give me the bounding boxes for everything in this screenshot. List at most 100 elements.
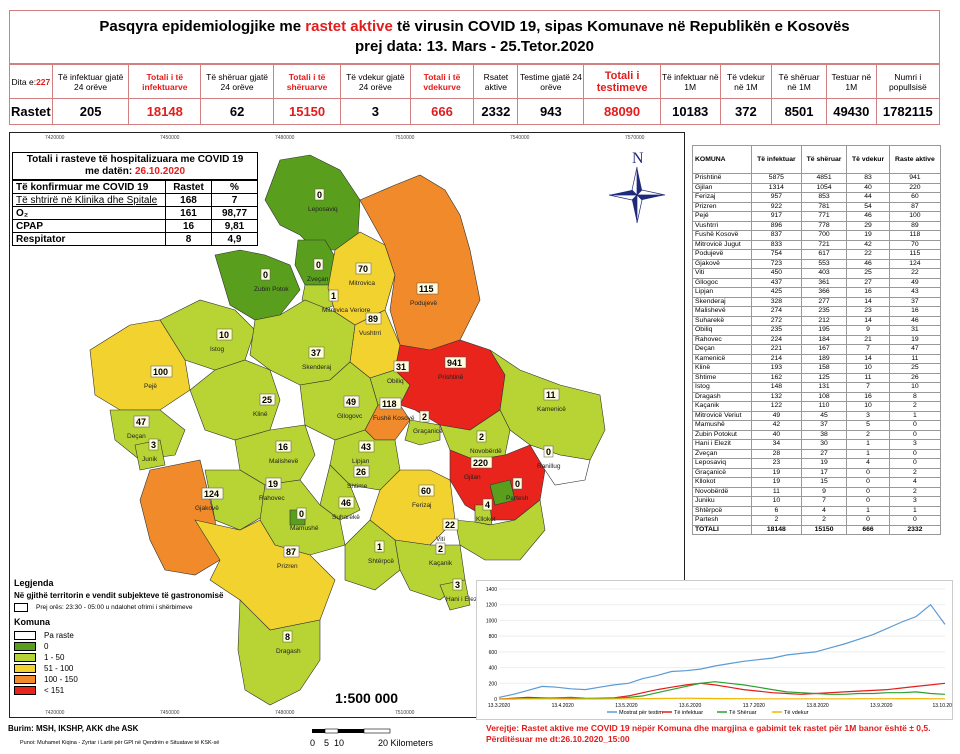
map-value-box xyxy=(282,630,293,643)
municipality-istog xyxy=(159,299,256,371)
y-tick-label: 400 xyxy=(489,666,498,672)
map-value: 87 xyxy=(286,547,296,557)
map-value: 19 xyxy=(268,479,278,489)
map-value-box xyxy=(313,258,324,271)
map-value-box xyxy=(150,365,173,378)
table-row: Gjakovë 723 553 46 124 xyxy=(692,258,942,269)
map-municipality-name: Partesh xyxy=(506,495,529,502)
legend-item: 0 xyxy=(14,641,254,652)
map-value: 220 xyxy=(473,458,488,468)
map-value: 124 xyxy=(204,489,219,499)
hosp-row: Respitator 8 4,9 xyxy=(12,232,258,246)
stat-value: 15150 xyxy=(273,98,342,125)
map-value-box xyxy=(328,289,339,302)
map-value-box xyxy=(216,328,233,341)
x-tick-label: 13.5.2020 xyxy=(615,703,637,709)
map-municipality-name: Mitrovica xyxy=(349,280,375,287)
map-municipality-name: Ferizaj xyxy=(412,502,432,509)
grid-tick: 7420000 xyxy=(45,710,65,716)
table-header: KOMUNA Të infektuar Të shëruar Të vdekur Ras… xyxy=(692,145,942,174)
table-row: Hani i Elezit 34 30 1 3 xyxy=(692,439,942,450)
grid-tick: 7570000 xyxy=(625,135,645,141)
municipality-gracanice xyxy=(404,419,441,446)
stat-header: Të infektuar gjatë 24 orëve xyxy=(51,64,130,99)
map-value-box xyxy=(275,440,292,453)
municipality-table: KOMUNA Të infektuar Të shëruar Të vdekur Ras… xyxy=(692,145,942,535)
map-value: 0 xyxy=(515,479,520,489)
stat-value: 943 xyxy=(517,98,585,125)
report-header: Pasqyra epidemiologjike me rastet aktive… xyxy=(9,10,940,64)
legend-swatch xyxy=(14,664,36,673)
map-value-box xyxy=(482,498,493,511)
map-value: 49 xyxy=(346,397,356,407)
legend-label: Të infektuar xyxy=(674,710,703,716)
map-value: 1 xyxy=(331,291,336,301)
map-value-box xyxy=(259,393,276,406)
map-value: 100 xyxy=(153,367,168,377)
map-municipality-name: Mamushë xyxy=(290,525,319,532)
notes: Verejtje: Rastet aktive me COVID 19 nëpë… xyxy=(486,723,931,744)
header-line2: prej data: 13. Mars - 25.Tetor.2020 xyxy=(355,38,594,55)
stat-value: 88090 xyxy=(583,98,661,125)
map-value-box xyxy=(452,578,463,591)
map-value: 31 xyxy=(396,362,406,372)
map-value: 16 xyxy=(278,442,288,452)
daily-trend-chart: 0 200 400 600 800 1000 1200 1400 13.3.2020 13.4.2… xyxy=(476,580,958,720)
table-row: Juniku 10 7 0 3 xyxy=(692,496,942,507)
table-row: Shtime 162 125 11 26 xyxy=(692,372,942,383)
map-frame xyxy=(9,132,685,718)
map-value: 941 xyxy=(447,358,462,368)
map-municipality-name: Leposaviq xyxy=(308,206,338,213)
map-value-box xyxy=(419,410,430,423)
table-row: Prizren 922 781 54 87 xyxy=(692,201,942,212)
stat-value: 372 xyxy=(719,98,773,125)
map-value: 37 xyxy=(311,348,321,358)
map-value-box xyxy=(416,282,439,295)
map-municipality-name: Viti xyxy=(436,536,445,543)
map-value-box xyxy=(435,542,446,555)
map-value: 10 xyxy=(219,330,229,340)
legend-swatch xyxy=(14,653,36,662)
map-value: 47 xyxy=(136,417,146,427)
municipality-prizren xyxy=(194,519,336,631)
map-value: 0 xyxy=(317,190,322,200)
stat-value: 62 xyxy=(200,98,275,125)
map-municipality-name: Gllogovc xyxy=(337,413,363,420)
grid-tick: 7540000 xyxy=(510,135,530,141)
map-value: 43 xyxy=(361,442,371,452)
stat-header: Totali i të vdekurve xyxy=(409,64,475,99)
map-value: 4 xyxy=(485,500,490,510)
grid-tick: 7510000 xyxy=(395,710,415,716)
series-line xyxy=(498,603,946,698)
map-municipality-name: Novobërdë xyxy=(470,448,502,455)
stat-value: 2332 xyxy=(473,98,519,125)
grid-tick: 7480000 xyxy=(275,135,295,141)
map-value: 118 xyxy=(382,399,397,409)
x-tick-label: 13.10.2020 xyxy=(932,703,952,709)
map-value: 11 xyxy=(546,390,556,400)
stat-header: Rsatet aktive xyxy=(473,64,519,99)
day-cell: Dita e:227 xyxy=(9,64,53,99)
table-row: Zubin Potokut 40 38 2 0 xyxy=(692,429,942,440)
map-value-box xyxy=(444,356,467,369)
source-text: Burim: MSH, IKSHP, AKK dhe ASK xyxy=(8,724,139,733)
map-value-box xyxy=(296,507,307,520)
stat-value: 18148 xyxy=(128,98,202,125)
author-text: Punoi: Muhamet Kiqina - Zyrtar i Lartë p… xyxy=(20,740,220,746)
map-value: 89 xyxy=(368,314,378,324)
map-municipality-name: Zubin Potok xyxy=(254,286,289,293)
map-value: 60 xyxy=(421,486,431,496)
table-row: Gjilan 1314 1054 40 220 xyxy=(692,182,942,193)
table-row: Obiliq 235 195 9 31 xyxy=(692,325,942,336)
legend-item: 100 - 150 xyxy=(14,674,254,685)
map-value-box xyxy=(543,388,560,401)
municipality-decan xyxy=(109,409,186,461)
map-municipality-name: Lipjan xyxy=(352,458,370,465)
table-row: Klinë 193 158 10 25 xyxy=(692,363,942,374)
hosp-row: CPAP 16 9,81 xyxy=(12,219,258,233)
table-row: Novobërdë 11 9 0 2 xyxy=(692,486,942,497)
map-value: 1 xyxy=(377,542,382,552)
stat-value: 49430 xyxy=(825,98,877,125)
hosp-row: Të shtrirë në Klinika dhe Spitale 168 7 xyxy=(12,193,258,207)
map-value-box xyxy=(442,518,459,531)
